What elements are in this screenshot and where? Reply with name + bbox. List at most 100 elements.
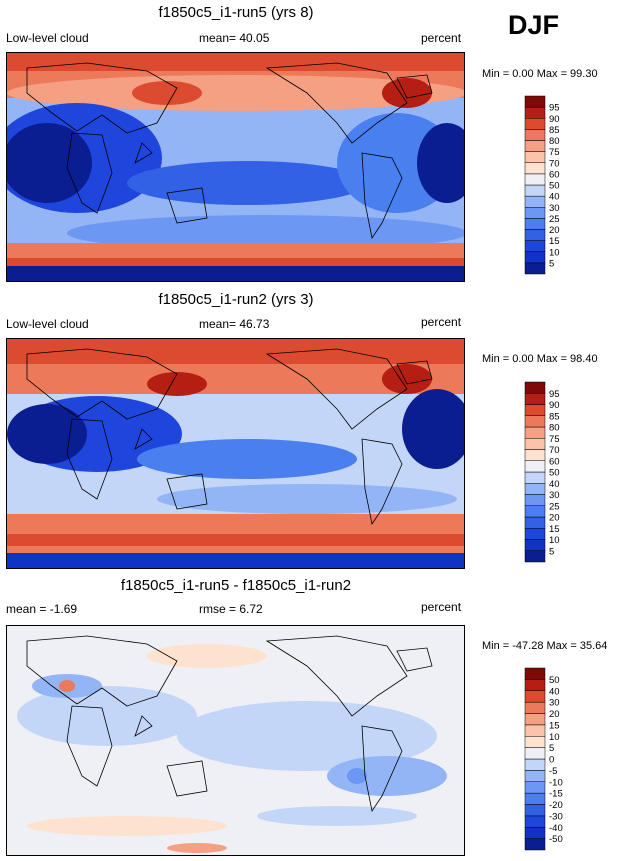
colorbar-swatch [524,516,546,529]
colorbar-tick-label: 60 [549,169,560,180]
colorbar-swatch [524,471,546,484]
colorbar-tick-label: 10 [549,535,560,546]
panel-1-minmax: Min = 0.00 Max = 99.30 [482,68,598,80]
colorbar-swatch [524,129,546,141]
colorbar-swatch [524,792,546,805]
colorbar-tick-label: 5 [549,743,554,754]
panel-1-left-label: Low-level cloud [6,31,89,45]
colorbar-tick-label: 80 [549,136,560,147]
panel-2-map [6,338,465,569]
colorbar-swatch [524,838,546,851]
colorbar-tick-label: 95 [549,389,560,400]
colorbar-swatch [524,758,546,771]
colorbar-tick-label: 50 [549,181,560,192]
colorbar-tick-label: 20 [549,225,560,236]
colorbar-swatch [524,781,546,794]
colorbar-swatch [524,690,546,703]
colorbar-tick-label: -10 [549,777,563,788]
colorbar-tick-label: 70 [549,445,560,456]
colorbar-swatch [524,195,546,208]
colorbar-swatch [524,251,546,264]
colorbar-tick-label: -20 [549,800,563,811]
colorbar-tick-label: 85 [549,411,560,422]
colorbar-tick-label: 15 [549,524,560,535]
colorbar-swatch [524,118,546,130]
colorbar-swatch [524,724,546,737]
colorbar-tick-label: 10 [549,732,560,743]
colorbar-swatch [524,184,546,197]
colorbar-swatch [524,804,546,817]
colorbar-tick-label: 25 [549,501,560,512]
colorbar-tick-label: 20 [549,513,560,524]
colorbar-tick-label: 40 [549,479,560,490]
panel-1-title: f1850c5_i1-run5 (yrs 8) [158,4,314,21]
colorbar-tick-label: 25 [549,214,560,225]
colorbar-swatch [524,483,546,495]
colorbar-tick-label: 20 [549,709,560,720]
panel-2-minmax: Min = 0.00 Max = 98.40 [482,353,598,365]
colorbar-tick-label: 30 [549,698,560,709]
colorbar-tick-label: 5 [549,546,554,557]
panel-3-rmse-label: rmse = 6.72 [199,602,263,616]
panel-1-colorbar: 5 10 15 20 25 30 40 50 60 70 75 80 85 90 95 [524,95,560,275]
colorbar-tick-label: 30 [549,203,560,214]
colorbar-swatch [524,218,546,230]
colorbar-swatch [524,701,546,714]
colorbar-swatch [524,550,546,563]
panel-2-left-label: Low-level cloud [6,317,89,331]
colorbar-swatch [524,162,546,175]
colorbar-swatch [524,770,546,782]
colorbar-tick-label: -15 [549,789,563,800]
colorbar-tick-label: 75 [549,434,560,445]
colorbar-swatch [524,404,546,416]
colorbar-tick-label: -5 [549,766,557,777]
colorbar-tick-label: 40 [549,192,560,203]
colorbar-swatch [524,240,546,252]
colorbar-swatch [524,262,546,275]
colorbar-swatch [524,667,546,680]
panel-3-map [6,625,465,856]
panel-1-field [7,53,464,281]
colorbar-tick-label: 50 [549,675,560,686]
colorbar-swatch [524,106,546,119]
colorbar-swatch [524,229,546,241]
colorbar-tick-label: 90 [549,114,560,125]
colorbar-tick-label: 75 [549,147,560,158]
colorbar-swatch [524,173,546,186]
colorbar-swatch [524,207,546,219]
colorbar-swatch [524,528,546,540]
colorbar-swatch [524,449,546,461]
panel-2-units-label: percent [421,315,462,329]
colorbar-tick-label: -30 [549,811,563,822]
colorbar-swatch [524,539,546,551]
colorbar-swatch [524,438,546,450]
colorbar-swatch [524,415,546,428]
colorbar-tick-label: 95 [549,103,560,114]
colorbar-tick-label: -40 [549,823,563,834]
colorbar-swatch [524,381,546,394]
colorbar-tick-label: 15 [549,720,560,731]
colorbar-swatch [524,747,546,760]
colorbar-swatch [524,827,546,839]
colorbar-tick-label: 70 [549,158,560,169]
colorbar-tick-label: 30 [549,490,560,501]
panel-2-mean-label: mean= 46.73 [199,317,270,331]
colorbar-tick-label: 80 [549,423,560,434]
panel-3-mean-label: mean = -1.69 [6,602,78,616]
colorbar-swatch [524,736,546,748]
colorbar-swatch [524,494,546,506]
colorbar-tick-label: 15 [549,236,560,247]
colorbar-swatch [524,151,546,163]
colorbar-tick-label: 85 [549,125,560,136]
colorbar-tick-label: 0 [549,755,554,766]
panel-1-units-label: percent [421,31,462,45]
colorbar-swatch [524,460,546,473]
colorbar-tick-label: 10 [549,247,560,258]
panel-3-units-label: percent [421,600,462,614]
panel-3-minmax: Min = -47.28 Max = 35.64 [482,640,608,652]
colorbar-swatch [524,95,546,108]
panel-3-colorbar: -50 -40 -30 -20 -15 -10 -5 0 5 10 15 20 30 40 50 [524,667,563,851]
